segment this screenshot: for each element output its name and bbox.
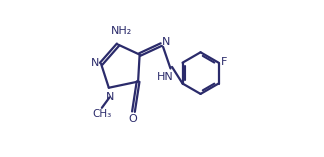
Text: N: N [162, 37, 170, 47]
Text: CH₃: CH₃ [92, 109, 111, 119]
Text: F: F [221, 57, 228, 67]
Text: N: N [105, 92, 114, 102]
Text: N: N [90, 58, 99, 68]
Text: NH₂: NH₂ [111, 27, 133, 36]
Text: HN: HN [157, 72, 174, 82]
Text: O: O [128, 114, 137, 124]
